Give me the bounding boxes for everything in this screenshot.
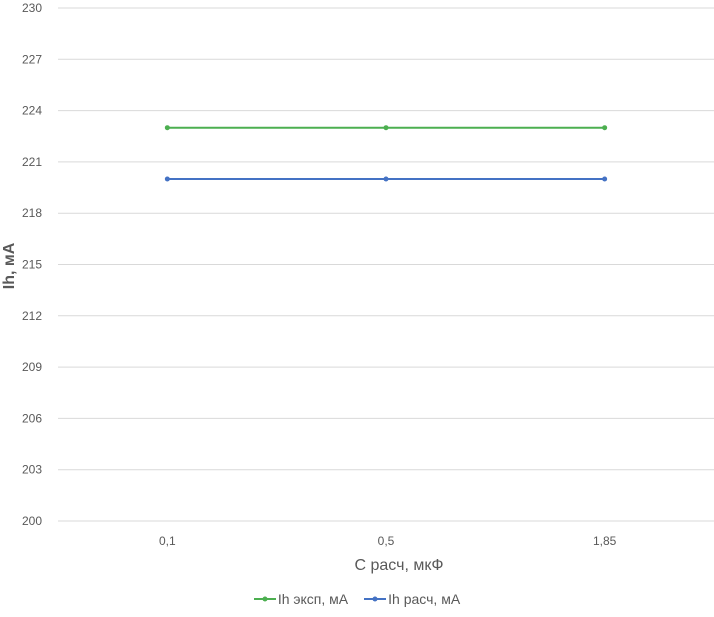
data-point bbox=[383, 176, 389, 182]
legend: Ih эксп, мА Ih расч, мА bbox=[0, 588, 714, 610]
legend-swatch-calc-icon bbox=[364, 596, 387, 602]
legend-item-exp: Ih эксп, мА bbox=[253, 591, 349, 607]
x-tick-label: 0,5 bbox=[378, 534, 395, 548]
legend-swatch-exp-icon bbox=[253, 596, 276, 602]
y-tick-label: 224 bbox=[22, 104, 42, 118]
series-lines bbox=[164, 125, 608, 182]
data-point bbox=[602, 176, 608, 182]
y-tick-label: 200 bbox=[22, 514, 42, 528]
data-point bbox=[164, 125, 170, 131]
y-tick-label: 230 bbox=[22, 1, 42, 15]
x-tick-label: 0,1 bbox=[159, 534, 176, 548]
y-axis-tick-labels: 200 203 206 209 212 215 218 221 224 227 230 bbox=[22, 1, 42, 528]
data-point bbox=[383, 125, 389, 131]
y-tick-label: 218 bbox=[22, 206, 42, 220]
y-tick-label: 227 bbox=[22, 52, 42, 66]
legend-label-exp: Ih эксп, мА bbox=[277, 591, 349, 607]
y-tick-label: 209 bbox=[22, 360, 42, 374]
data-point bbox=[602, 125, 608, 131]
y-tick-label: 215 bbox=[22, 258, 42, 272]
x-tick-label: 1,85 bbox=[593, 534, 617, 548]
y-tick-label: 221 bbox=[22, 155, 42, 169]
y-tick-label: 212 bbox=[22, 309, 42, 323]
y-tick-label: 203 bbox=[22, 463, 42, 477]
gridlines bbox=[58, 7, 714, 522]
x-axis-label: C расч, мкФ bbox=[354, 557, 443, 574]
legend-label-calc: Ih расч, мА bbox=[388, 591, 461, 607]
data-point bbox=[164, 176, 170, 182]
y-tick-label: 206 bbox=[22, 411, 42, 425]
x-axis-tick-labels: 0,1 0,5 1,85 bbox=[159, 534, 617, 548]
legend-item-calc: Ih расч, мА bbox=[364, 591, 460, 607]
y-axis-label: Ih, мА bbox=[1, 242, 18, 289]
